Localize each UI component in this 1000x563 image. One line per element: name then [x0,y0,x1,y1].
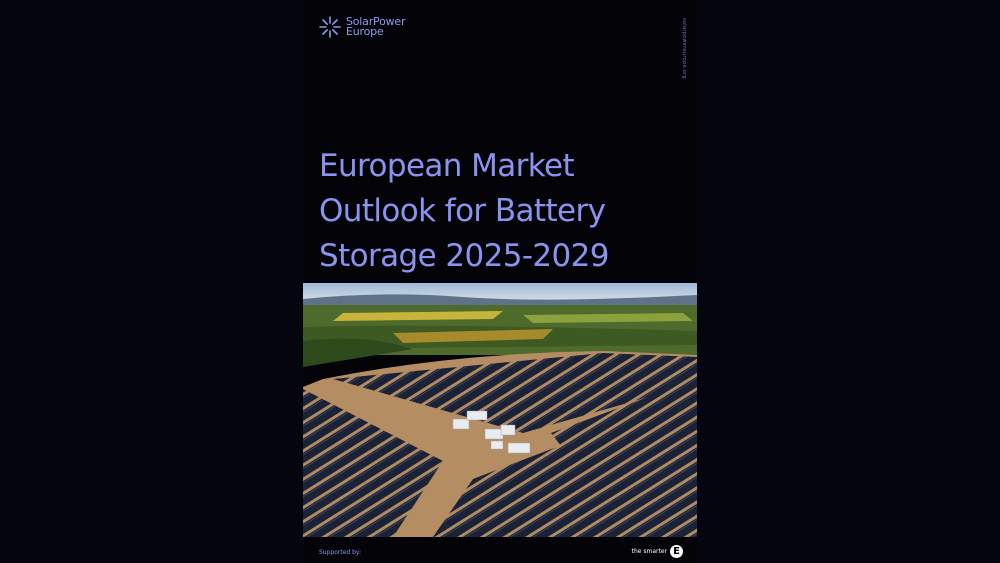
title-line: Outlook for Battery [319,193,606,229]
logo-icon [319,16,341,38]
logo: SolarPower Europe [319,16,405,38]
sponsor-mark: E [670,545,683,558]
report-cover: SolarPower Europe solarpowereurope.org E… [303,0,697,563]
logo-line: Europe [346,25,384,38]
logo-text: SolarPower Europe [346,15,406,38]
cover-photo [303,283,697,537]
title-line: European Market [319,148,575,184]
sponsor-logo: the smarter E [632,545,683,558]
title-line: Storage 2025-2029 [319,238,610,274]
logo-line: SolarPower [346,15,406,28]
website: solarpowereurope.org [681,18,687,79]
title: European Market Outlook for Battery Stor… [319,144,610,279]
sponsor-text: the smarter [631,548,667,555]
supported-by: Supported by: [319,549,362,556]
